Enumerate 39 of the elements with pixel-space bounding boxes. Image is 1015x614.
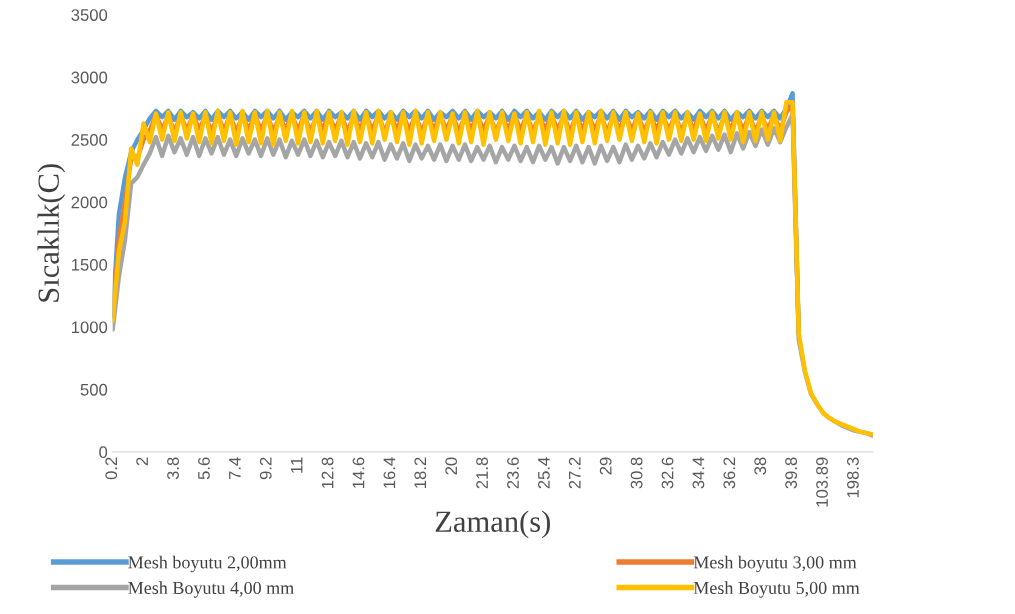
x-tick-label: 23.6 (507, 457, 519, 489)
x-tick-label: 5.6 (198, 457, 210, 480)
x-tick-label: 18.2 (414, 457, 427, 488)
x-tick-label: 39.8 (785, 457, 798, 489)
x-tick-label: 2 (136, 457, 148, 466)
x-tick-label: 11 (290, 457, 303, 473)
x-tick-label: 198.3 (847, 457, 859, 498)
legend-label: Mesh boyutu 2,00mm (128, 555, 287, 573)
y-tick-label: 2500 (71, 134, 108, 146)
y-tick-label: 3000 (71, 71, 108, 84)
legend-label: Mesh Boyutu 4,00 mm (128, 581, 294, 598)
x-tick-label: 32.6 (661, 457, 674, 489)
x-tick-label: 12.8 (321, 457, 334, 488)
x-tick-label: 103.89 (816, 457, 828, 507)
x-tick-label: 25.4 (537, 457, 550, 489)
y-tick-label: 1000 (72, 321, 108, 334)
x-tick-label: 3.8 (167, 457, 179, 480)
legend-label: Mesh boyutu 3,00 mm (693, 555, 857, 573)
y-tick-label: 1500 (72, 258, 108, 271)
x-axis-title: Zaman(s) (435, 510, 550, 539)
x-tick-label: 36.2 (723, 457, 736, 489)
x-tick-label: 7.4 (229, 457, 241, 480)
y-tick-label: 2000 (71, 196, 108, 209)
x-tick-label: 29 (599, 457, 612, 475)
x-tick-label: 34.4 (692, 457, 705, 489)
y-tick-label: 500 (80, 383, 108, 396)
x-tick-label: 14.6 (352, 457, 365, 488)
x-tick-label: 38 (754, 457, 767, 475)
y-axis-title: Sıcaklık(C) (37, 164, 66, 302)
x-tick-label: 16.4 (383, 457, 396, 488)
y-tick-label: 3500 (71, 9, 108, 21)
x-tick-label: 9.2 (259, 457, 272, 480)
x-tick-label: 20 (445, 457, 458, 475)
legend-label: Mesh Boyutu 5,00 mm (693, 581, 860, 598)
y-tick-label: 0 (99, 446, 108, 459)
x-tick-label: 0.2 (105, 457, 118, 480)
x-tick-label: 21.8 (476, 457, 488, 489)
x-tick-label: 27.2 (568, 457, 581, 489)
x-tick-label: 30.8 (630, 457, 643, 489)
